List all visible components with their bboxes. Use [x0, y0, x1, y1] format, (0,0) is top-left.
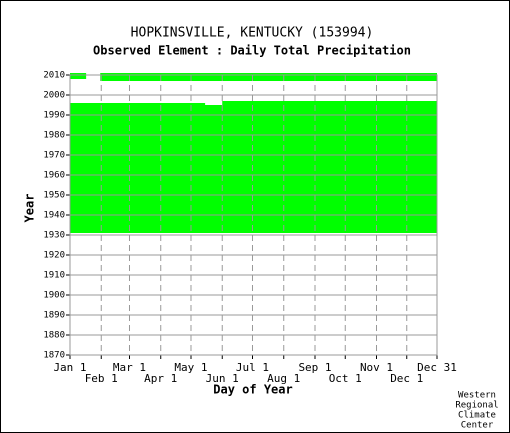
chart-subtitle: Observed Element : Daily Total Precipita…: [93, 44, 411, 58]
x-tick-label: Nov 1: [360, 361, 393, 374]
y-tick-label: 1920: [43, 251, 65, 261]
plot-frame: [69, 74, 438, 356]
y-tick-label: 1950: [43, 191, 65, 201]
x-tick-label: Aug 1: [267, 372, 300, 385]
x-tick-label: Oct 1: [329, 372, 362, 385]
x-tick-label: Mar 1: [113, 361, 146, 374]
y-tick-label: 1910: [43, 271, 65, 281]
y-tick-label: 1870: [43, 351, 65, 361]
footer-text: Regional: [455, 401, 498, 411]
x-tick-label: Jul 1: [236, 361, 269, 374]
footer-text: Center: [461, 421, 494, 431]
data-block: [222, 101, 437, 105]
x-tick-label: Feb 1: [85, 372, 118, 385]
x-tick-label: Dec 31: [417, 361, 457, 374]
y-tick-label: 1940: [43, 211, 65, 221]
y-tick-label: 1930: [43, 231, 65, 241]
x-tick-label: Jan 1: [53, 361, 86, 374]
footer-text: Climate: [458, 411, 496, 421]
x-tick-label: May 1: [174, 361, 207, 374]
y-tick-label: 1880: [43, 331, 65, 341]
y-tick-label: 1970: [43, 151, 65, 161]
x-tick-label: Dec 1: [390, 372, 423, 385]
y-tick-label: 1900: [43, 291, 65, 301]
data-block: [70, 103, 206, 107]
y-tick-label: 2000: [43, 91, 65, 101]
y-tick-label: 1960: [43, 171, 65, 181]
y-axis-label: Year: [23, 194, 37, 223]
x-tick-label: Jun 1: [206, 372, 239, 385]
data-block: [70, 73, 87, 79]
y-tick-label: 2010: [43, 71, 65, 81]
footer-text: Western: [458, 391, 496, 401]
y-tick-label: 1890: [43, 311, 65, 321]
y-tick-label: 1990: [43, 111, 65, 121]
x-axis-label: Day of Year: [213, 383, 292, 397]
data-block: [100, 73, 437, 81]
x-tick-label: Sep 1: [298, 361, 331, 374]
y-tick-label: 1980: [43, 131, 65, 141]
data-block: [70, 105, 437, 233]
chart-title: HOPKINSVILLE, KENTUCKY (153994): [131, 26, 374, 41]
x-tick-label: Apr 1: [144, 372, 177, 385]
